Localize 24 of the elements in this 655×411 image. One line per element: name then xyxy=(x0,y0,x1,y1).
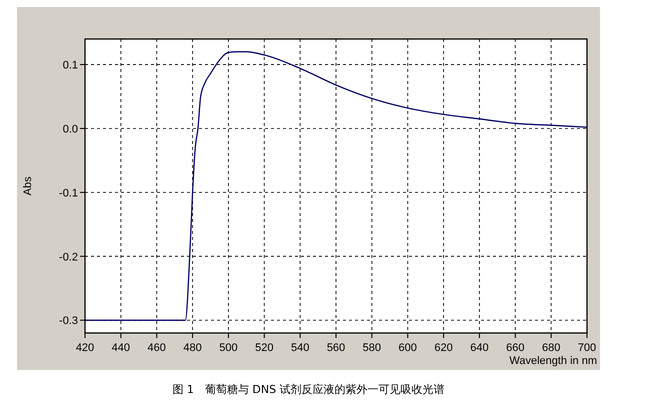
x-tick-label: 460 xyxy=(148,342,166,354)
y-tick-label: 0.1 xyxy=(62,60,78,72)
x-tick-label: 660 xyxy=(506,342,524,354)
x-tick-label: 480 xyxy=(183,342,202,354)
x-axis-title: Wavelength in nm xyxy=(509,355,597,367)
x-tick-label: 640 xyxy=(470,342,489,354)
text: 图 1 葡萄糖与 DNS 试剂反应液的紫外一可见吸收光谱 xyxy=(172,383,445,396)
x-tick-label: 680 xyxy=(542,342,560,354)
y-tick-label: -0.3 xyxy=(59,315,78,328)
line-series xyxy=(84,51,588,321)
y-axis-title: Abs xyxy=(22,176,34,196)
y-tick-label: 0.0 xyxy=(62,123,78,136)
y-tick-label: -0.1 xyxy=(59,187,78,200)
x-tick-label: 580 xyxy=(362,342,382,354)
x-tick-label: 540 xyxy=(290,342,310,354)
x-tick-label: 520 xyxy=(255,342,274,354)
x-tick-label: 560 xyxy=(326,342,346,354)
x-tick-label: 600 xyxy=(398,342,417,354)
x-tick-label: 420 xyxy=(76,342,94,354)
y-tick-label: -0.2 xyxy=(59,251,78,264)
x-tick-label: 500 xyxy=(219,342,238,354)
x-tick-label: 700 xyxy=(578,342,596,354)
x-tick-label: 440 xyxy=(112,342,130,354)
x-tick-label: 620 xyxy=(434,342,453,354)
